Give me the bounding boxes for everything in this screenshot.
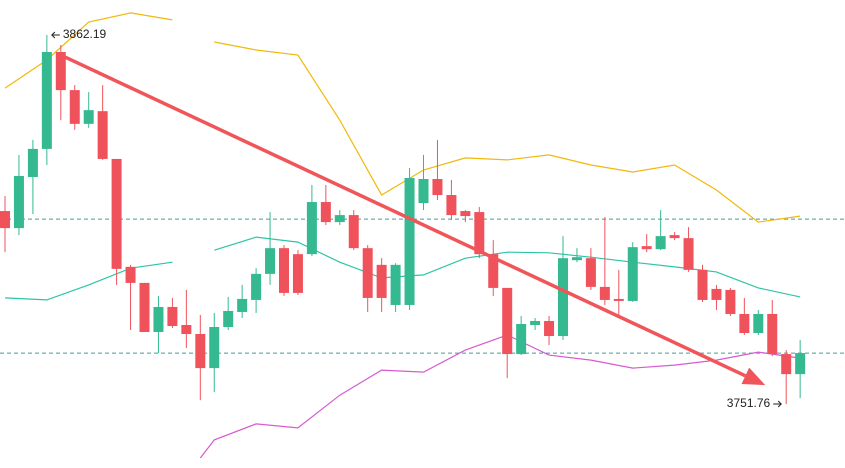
candle-body	[474, 212, 485, 255]
annotation-label: 3751.76	[727, 396, 771, 410]
trend-arrowhead	[741, 367, 766, 386]
candle-body	[376, 264, 387, 298]
candle-body	[418, 178, 429, 204]
candle-body	[725, 289, 736, 314]
annotation-arrow	[51, 31, 60, 39]
candle-body	[209, 327, 220, 369]
candle-body	[334, 215, 345, 223]
candle-body	[655, 236, 666, 250]
annotation-label: 3862.19	[63, 27, 107, 41]
candle-body	[516, 323, 527, 355]
candle-body	[237, 298, 248, 312]
candle-body	[488, 254, 499, 288]
candle-body	[306, 202, 317, 255]
trend-line	[60, 53, 747, 378]
candle-body	[167, 306, 178, 326]
band-line	[199, 334, 801, 459]
candle-body	[265, 248, 276, 274]
candle-body	[460, 211, 471, 217]
candle-body	[153, 306, 164, 333]
candle-body	[27, 148, 38, 177]
candle-body	[571, 257, 582, 261]
candle-body	[320, 202, 331, 223]
candle-body	[502, 287, 513, 355]
candle-body	[279, 248, 289, 293]
candle-body	[585, 258, 596, 287]
candle-body	[753, 313, 764, 334]
candle-body	[83, 110, 94, 124]
band-line	[4, 12, 801, 223]
candle-body	[669, 235, 680, 239]
candle-body	[599, 286, 610, 300]
candle-body	[683, 238, 694, 270]
candle-body	[446, 195, 457, 216]
candle-body	[292, 254, 303, 293]
candle-body	[69, 90, 80, 124]
candle-body	[251, 273, 262, 300]
candle-body	[613, 298, 624, 301]
candle-body	[641, 246, 652, 250]
candle-body	[97, 111, 108, 159]
candle-body	[767, 313, 778, 355]
candle-body	[125, 266, 136, 283]
candle-body	[55, 52, 66, 91]
candle-body	[544, 320, 555, 337]
candle-body	[432, 178, 443, 196]
candle-body	[739, 313, 750, 334]
candle-body	[530, 320, 541, 325]
candle-body	[139, 282, 150, 333]
candle-body	[348, 215, 359, 249]
candle-body	[111, 158, 122, 269]
candle-body	[781, 354, 792, 375]
candle-body	[558, 258, 568, 337]
candle-body	[0, 211, 10, 229]
band-line	[4, 236, 801, 301]
candle-body	[627, 247, 638, 301]
candle-body	[223, 310, 234, 328]
candle-body	[711, 288, 722, 300]
candle-body	[795, 353, 806, 375]
candle-body	[697, 269, 708, 300]
candle-body	[362, 248, 373, 298]
candle-body	[181, 324, 192, 335]
candle-body	[41, 52, 52, 149]
candle-body	[13, 175, 24, 229]
candle-body	[404, 177, 415, 305]
candle-body	[390, 264, 401, 305]
candle-body	[195, 334, 206, 369]
annotation-arrow	[773, 400, 782, 408]
